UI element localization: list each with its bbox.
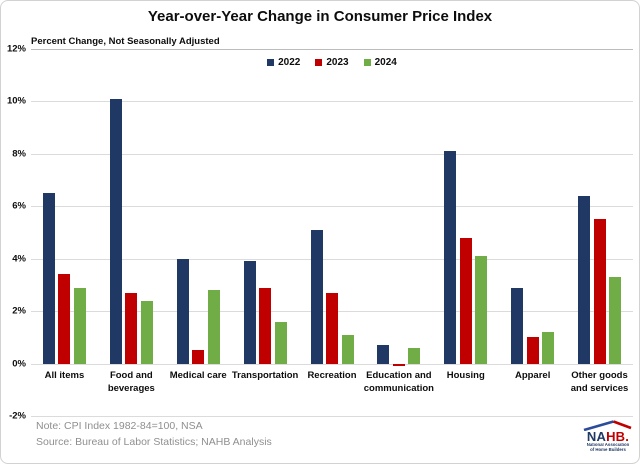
logo-text-hb: HB. [606,429,630,444]
bar-2023-transportation [259,287,272,364]
bar-2022-other-goods-and-services [578,195,591,364]
nahb-logo-subtext: National Association of Home Builders [586,443,630,452]
category-label-housing: Housing [446,369,485,381]
bar-2024-transportation [274,321,287,364]
roof-left-slope [583,420,614,431]
bar-2024-medical-care [207,290,220,364]
bar-2024-other-goods-and-services [609,277,622,364]
nahb-logo-text: NAHB. [582,429,634,444]
category-label-other-goods-and-services: Other goods and services [570,369,629,394]
gridline-8 [31,153,633,155]
y-axis-label-10: 10% [6,95,26,107]
category-label-transportation: Transportation [231,369,299,381]
bar-2022-recreation [310,229,323,364]
bar-2023-other-goods-and-services [593,219,606,364]
y-axis-label-12: 12% [6,43,26,55]
roof-right-slope [613,420,632,430]
bar-2023-education-and-communication [392,363,405,367]
source-line: Source: Bureau of Labor Statistics; NAHB… [36,435,272,448]
gridline-6 [31,206,633,208]
bar-2022-apparel [511,287,524,364]
bar-2022-education-and-communication [377,345,390,364]
category-label-food-and-beverages: Food and beverages [107,369,155,394]
bar-2023-all-items [58,274,71,364]
gridline-10 [31,101,633,103]
y-axis-label-2: 2% [12,305,26,317]
y-axis-label-6: 6% [12,200,26,212]
bar-2024-education-and-communication [408,347,421,364]
bar-2024-recreation [341,334,354,364]
bar-2023-apparel [526,337,539,364]
chart-subtitle: Percent Change, Not Seasonally Adjusted [31,36,220,47]
footnote-block: Note: CPI Index 1982-84=100, NSA Source:… [36,419,272,450]
bar-2024-housing [475,256,488,364]
chart-title: Year-over-Year Change in Consumer Price … [147,8,493,25]
logo-text-na: NA [586,429,607,444]
category-label-education-and-communication: Education and communication [363,369,434,394]
bar-2023-food-and-beverages [125,292,138,364]
bar-2023-medical-care [192,350,205,364]
bar-2023-housing [459,237,472,364]
bar-2022-medical-care [176,258,189,364]
bar-2024-apparel [542,332,555,364]
note-line: Note: CPI Index 1982-84=100, NSA [36,420,203,432]
nahb-logo: NAHB. National Association of Home Build… [582,419,634,456]
y-axis: 12% 10% 8% 6% 4% 2% 0% -2% [1,44,27,422]
bar-2022-food-and-beverages [109,98,122,364]
bar-2023-recreation [326,292,338,364]
gridline-4 [31,258,633,260]
y-axis-label--2: -2% [9,410,26,422]
bar-2022-housing [444,151,457,364]
gridline-12 [31,49,633,50]
category-label-apparel: Apparel [514,369,551,381]
gridline--2 [31,416,633,417]
y-axis-label-0: 0% [12,358,26,370]
bar-2024-food-and-beverages [140,300,153,364]
bar-2024-all-items [73,287,86,364]
bar-2022-all-items [42,193,55,364]
y-axis-label-4: 4% [12,253,26,265]
plot-area: All items Food and beverages Medical care T… [31,49,633,417]
category-label-recreation: Recreation [307,369,357,381]
category-label-all-items: All items [44,369,85,381]
y-axis-label-8: 8% [12,148,26,160]
bar-2022-transportation [243,261,256,364]
nahb-roof-icon [583,420,632,431]
category-label-medical-care: Medical care [169,369,227,381]
gridline-0 [31,363,633,365]
